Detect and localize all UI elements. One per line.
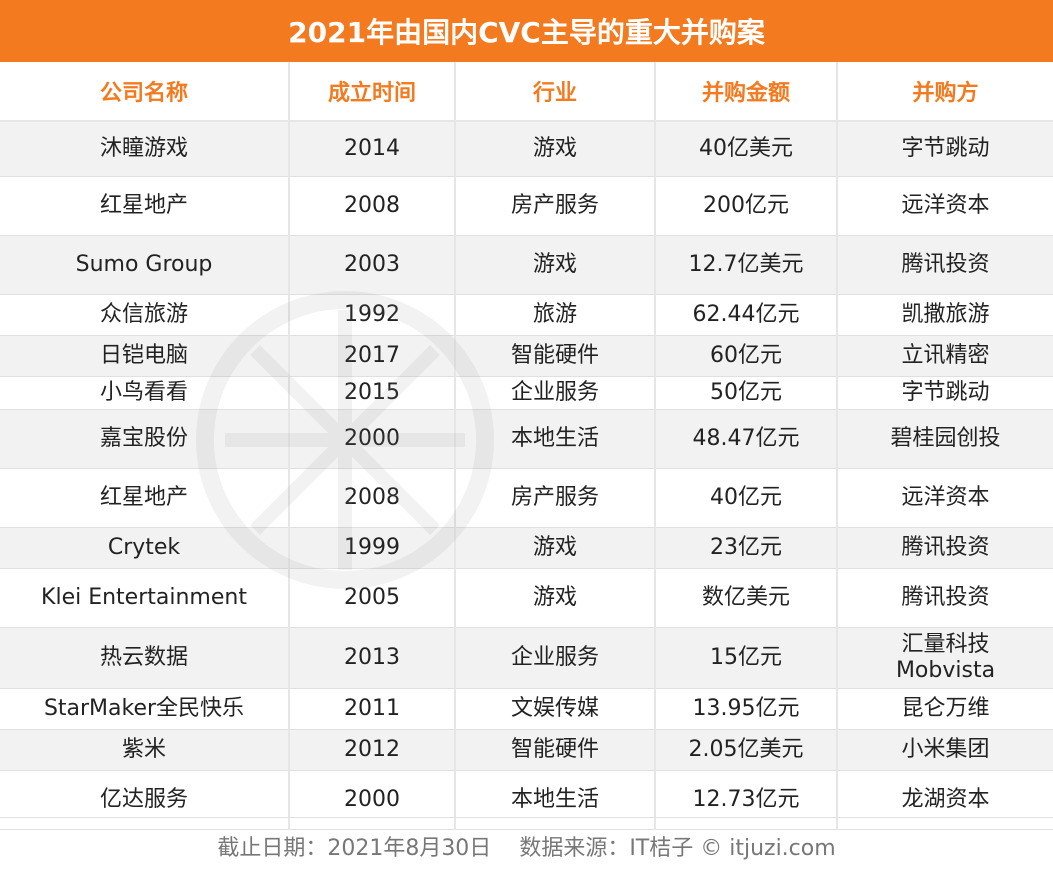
table-row: 沐瞳游戏 2014 游戏 40亿美元 字节跳动 <box>0 121 1053 177</box>
header-row: 公司名称 成立时间 行业 并购金额 并购方 <box>0 62 1053 122</box>
cell-acquirer: 远洋资本 <box>837 176 1053 236</box>
table-row: Klei Entertainment 2005 游戏 数亿美元 腾讯投资 <box>0 568 1053 628</box>
cell-amount: 12.7亿美元 <box>655 235 838 295</box>
cell-industry: 企业服务 <box>455 627 656 689</box>
table-row: 日铠电脑 2017 智能硬件 60亿元 立讯精密 <box>0 335 1053 377</box>
cell-company: 亿达服务 <box>0 770 290 830</box>
cell-company: 嘉宝股份 <box>0 409 290 469</box>
cell-acquirer: 小米集团 <box>837 729 1053 771</box>
cell-company: 紫米 <box>0 729 290 771</box>
table-row: 红星地产 2008 房产服务 40亿元 远洋资本 <box>0 468 1053 528</box>
cell-industry: 游戏 <box>455 527 656 569</box>
table-row: 小鸟看看 2015 企业服务 50亿元 字节跳动 <box>0 376 1053 410</box>
cell-industry: 旅游 <box>455 294 656 336</box>
cell-amount: 40亿美元 <box>655 121 838 177</box>
cell-company: 沐瞳游戏 <box>0 121 290 177</box>
cell-founded: 2000 <box>289 770 456 830</box>
cell-industry: 游戏 <box>455 235 656 295</box>
cell-founded: 2005 <box>289 568 456 628</box>
cell-acquirer: 碧桂园创投 <box>837 409 1053 469</box>
cell-founded: 2012 <box>289 729 456 771</box>
table-row: Sumo Group 2003 游戏 12.7亿美元 腾讯投资 <box>0 235 1053 295</box>
footer: 截止日期：2021年8月30日 数据来源：IT桔子 © itjuzi.com <box>0 817 1053 873</box>
table-row: 热云数据 2013 企业服务 15亿元 汇量科技 Mobvista <box>0 627 1053 689</box>
table-row: 众信旅游 1992 旅游 62.44亿元 凯撒旅游 <box>0 294 1053 336</box>
cell-amount: 200亿元 <box>655 176 838 236</box>
cell-industry: 本地生活 <box>455 770 656 830</box>
table-row: 红星地产 2008 房产服务 200亿元 远洋资本 <box>0 176 1053 236</box>
cell-acquirer: 远洋资本 <box>837 468 1053 528</box>
table-title: 2021年由国内CVC主导的重大并购案 <box>0 0 1053 62</box>
cell-founded: 2003 <box>289 235 456 295</box>
cell-acquirer: 腾讯投资 <box>837 235 1053 295</box>
cell-company: 热云数据 <box>0 627 290 689</box>
cell-amount: 数亿美元 <box>655 568 838 628</box>
cell-amount: 60亿元 <box>655 335 838 377</box>
table-row: 紫米 2012 智能硬件 2.05亿美元 小米集团 <box>0 729 1053 771</box>
cell-industry: 智能硬件 <box>455 729 656 771</box>
cell-company: 红星地产 <box>0 176 290 236</box>
table-body: 沐瞳游戏 2014 游戏 40亿美元 字节跳动 红星地产 2008 房产服务 200亿元 远洋资本… <box>0 121 1053 830</box>
cell-founded: 2013 <box>289 627 456 689</box>
cell-founded: 1999 <box>289 527 456 569</box>
cell-acquirer: 凯撒旅游 <box>837 294 1053 336</box>
cell-company: 红星地产 <box>0 468 290 528</box>
cell-industry: 文娱传媒 <box>455 688 656 730</box>
cell-founded: 1992 <box>289 294 456 336</box>
cell-amount: 12.73亿元 <box>655 770 838 830</box>
header-founded: 成立时间 <box>289 62 456 122</box>
cell-company: Sumo Group <box>0 235 290 295</box>
cell-amount: 40亿元 <box>655 468 838 528</box>
header-company: 公司名称 <box>0 62 290 122</box>
cell-company: 小鸟看看 <box>0 376 290 410</box>
header-industry: 行业 <box>455 62 656 122</box>
cell-industry: 房产服务 <box>455 468 656 528</box>
cell-amount: 15亿元 <box>655 627 838 689</box>
footer-source: 数据来源：IT桔子 © itjuzi.com <box>519 835 836 861</box>
cell-acquirer: 立讯精密 <box>837 335 1053 377</box>
cell-industry: 游戏 <box>455 121 656 177</box>
cell-founded: 2015 <box>289 376 456 410</box>
cell-company: 日铠电脑 <box>0 335 290 377</box>
cell-industry: 智能硬件 <box>455 335 656 377</box>
cell-acquirer: 腾讯投资 <box>837 568 1053 628</box>
cell-acquirer: 龙湖资本 <box>837 770 1053 830</box>
cell-industry: 游戏 <box>455 568 656 628</box>
cell-founded: 2017 <box>289 335 456 377</box>
cell-amount: 62.44亿元 <box>655 294 838 336</box>
cell-amount: 13.95亿元 <box>655 688 838 730</box>
cell-founded: 2008 <box>289 468 456 528</box>
cell-acquirer: 字节跳动 <box>837 121 1053 177</box>
table-row: StarMaker全民快乐 2011 文娱传媒 13.95亿元 昆仑万维 <box>0 688 1053 730</box>
cell-industry: 本地生活 <box>455 409 656 469</box>
cell-acquirer: 汇量科技 Mobvista <box>837 627 1053 689</box>
cell-company: StarMaker全民快乐 <box>0 688 290 730</box>
mna-table: 公司名称 成立时间 行业 并购金额 并购方 沐瞳游戏 2014 游戏 40亿美元 字节跳… <box>0 62 1053 830</box>
cell-founded: 2000 <box>289 409 456 469</box>
table-row: 亿达服务 2000 本地生活 12.73亿元 龙湖资本 <box>0 770 1053 830</box>
cell-founded: 2014 <box>289 121 456 177</box>
cell-amount: 48.47亿元 <box>655 409 838 469</box>
cell-acquirer: 腾讯投资 <box>837 527 1053 569</box>
table-row: Crytek 1999 游戏 23亿元 腾讯投资 <box>0 527 1053 569</box>
cell-acquirer: 昆仑万维 <box>837 688 1053 730</box>
cell-company: Crytek <box>0 527 290 569</box>
header-acquirer: 并购方 <box>837 62 1053 122</box>
cell-industry: 房产服务 <box>455 176 656 236</box>
cell-company: Klei Entertainment <box>0 568 290 628</box>
table-row: 嘉宝股份 2000 本地生活 48.47亿元 碧桂园创投 <box>0 409 1053 469</box>
cell-founded: 2011 <box>289 688 456 730</box>
header-amount: 并购金额 <box>655 62 838 122</box>
cell-amount: 23亿元 <box>655 527 838 569</box>
cell-industry: 企业服务 <box>455 376 656 410</box>
cell-founded: 2008 <box>289 176 456 236</box>
footer-date: 截止日期：2021年8月30日 <box>217 835 492 861</box>
cell-company: 众信旅游 <box>0 294 290 336</box>
cell-amount: 50亿元 <box>655 376 838 410</box>
cell-amount: 2.05亿美元 <box>655 729 838 771</box>
cell-acquirer: 字节跳动 <box>837 376 1053 410</box>
